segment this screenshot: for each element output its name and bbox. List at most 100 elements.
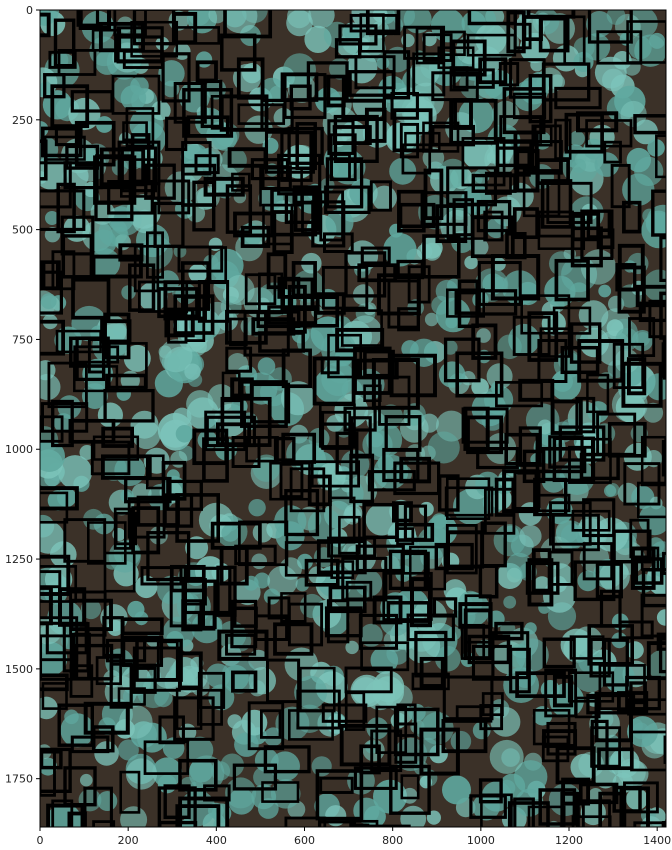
detection-box [420,191,468,226]
detection-box [107,342,148,389]
detection-box [130,20,179,58]
tree-crown [643,402,664,423]
detection-box [163,784,191,819]
detection-box [157,786,197,827]
tree-crown [47,490,69,511]
detection-box [661,439,666,477]
detection-box [40,486,79,511]
detection-box [655,134,666,179]
tree-crown [45,211,59,225]
detection-box [353,766,398,790]
tree-crown [159,339,193,373]
tree-crown [50,541,77,568]
detection-box [327,333,363,379]
detection-box [412,52,446,97]
tree-crown [605,483,620,497]
detection-box [40,189,86,231]
detection-box [216,565,237,617]
detection-box [538,16,570,53]
tree-crown [103,551,122,570]
detection-box [203,176,245,197]
detection-box [617,243,645,292]
detection-box [618,620,654,640]
detection-box [70,90,114,113]
detection-box [363,349,395,378]
detection-box [157,287,199,319]
y-tick-label: 250 [12,114,33,127]
detection-box [414,630,448,678]
detection-box [287,709,334,741]
detection-box [344,251,387,298]
tree-crown [227,714,242,729]
detection-box [532,708,571,746]
tree-crown [241,709,268,736]
detection-box [411,672,450,691]
detection-box [41,682,68,710]
detection-box [161,52,191,103]
detection-box [457,279,479,329]
detection-box [382,50,411,100]
detection-box [391,501,413,523]
detection-box [125,107,155,148]
detection-box [177,245,224,273]
tree-crown [132,209,157,234]
detection-box [73,345,120,364]
x-tick-label: 600 [294,834,315,847]
detection-box [467,10,517,26]
detection-box [46,803,85,827]
detection-box [571,509,611,532]
tree-crown [594,56,627,89]
tree-crown [283,53,316,87]
tree-crown [503,595,517,609]
detection-box [621,361,663,408]
detection-box [195,60,218,83]
y-axis: 0 250 500 750 1000 1250 1500 1750 [5,4,40,786]
tree-crown [79,445,95,460]
detection-box [53,18,76,68]
detection-box [663,735,666,764]
detection-box [210,521,262,550]
detection-box [221,371,241,403]
detection-box [382,571,433,621]
detection-box [544,668,578,718]
detection-box [357,263,397,283]
detection-box [92,435,140,461]
detection-box [360,641,410,672]
detection-box [91,28,122,52]
detection-box [369,180,392,212]
detection-box [243,310,290,357]
x-tick-label: 1000 [467,834,495,847]
detection-box [590,726,621,768]
tree-crown [226,353,249,375]
plot-frame [39,9,667,828]
detection-box [538,788,577,826]
detection-box [203,784,231,802]
detection-box [197,280,230,323]
detection-boxes [40,10,666,827]
tree-crown [172,407,192,427]
tree-crown [343,24,361,41]
detection-box [478,778,503,804]
tree-crown [427,431,460,464]
detection-box [210,95,234,130]
detection-box [319,776,354,794]
detection-box [659,236,666,282]
detection-box [598,791,627,827]
detection-box [662,551,666,575]
detection-box [83,701,130,735]
tree-crown [248,499,266,517]
tree-crown [323,21,351,49]
detection-box [585,119,633,148]
tree-crown [401,787,418,804]
detection-box [518,378,555,402]
detection-box [446,166,497,207]
detection-box [323,232,354,253]
detection-box [205,415,256,448]
detection-box [93,155,137,205]
x-tick-label: 200 [118,834,139,847]
detection-box [40,12,51,38]
tree-crown [222,10,258,34]
detection-box [499,115,543,144]
detection-box [173,696,215,741]
tree-crown [345,640,359,655]
